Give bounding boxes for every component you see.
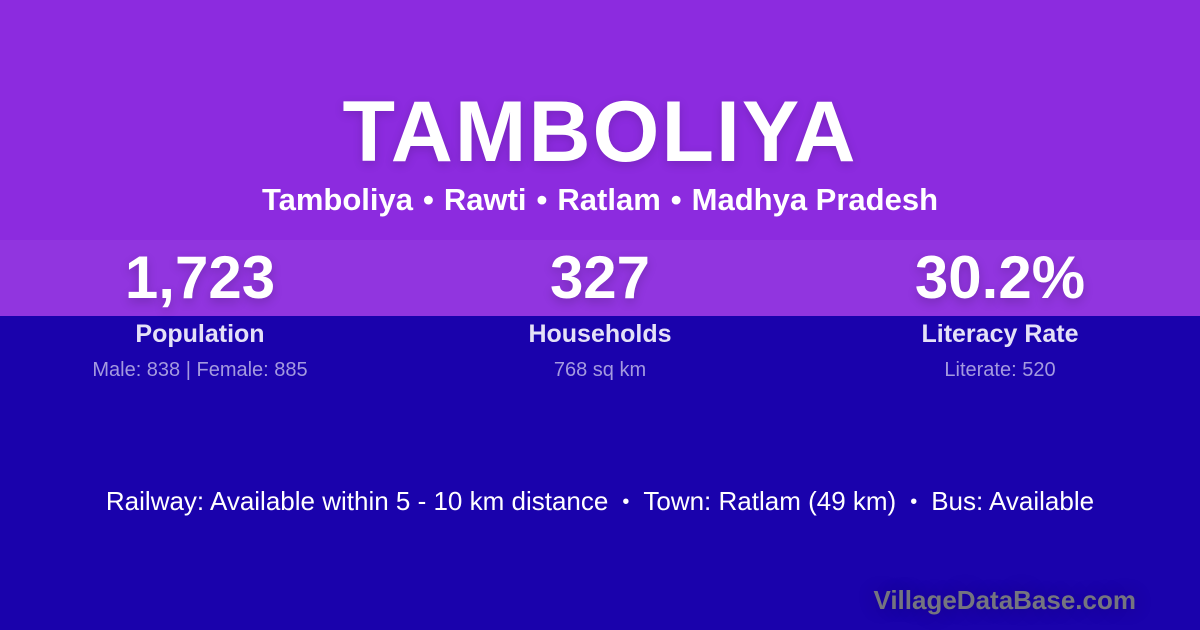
railway-info: Railway: Available within 5 - 10 km dist… [105,486,609,516]
info-separator: • [910,491,918,513]
breadcrumb-separator: • [423,182,434,217]
village-title: TAMBOLIYA [342,84,858,180]
literacy-label: Literacy Rate [921,320,1079,348]
breadcrumb: Tamboliya • Rawti • Ratlam • Madhya Pradesh [0,181,1200,219]
town-info: Town: Ratlam (49 km) [643,486,897,516]
population-value: 1,723 [124,244,276,311]
literacy-detail: Literate: 520 [944,359,1056,381]
households-value: 327 [549,244,651,311]
info-separator: • [622,491,630,513]
breadcrumb-separator: • [536,182,548,217]
breadcrumb-item-state: Madhya Pradesh [691,182,939,217]
transport-info: Railway: Available within 5 - 10 km dist… [0,485,1200,518]
breadcrumb-item-tehsil: Rawti [443,182,527,217]
bus-info: Bus: Available [931,486,1095,516]
site-watermark: VillageDataBase.com [873,585,1136,615]
breadcrumb-separator: • [670,182,682,217]
breadcrumb-item-village: Tamboliya [261,182,413,217]
stats-band-background [0,240,1200,316]
literacy-value: 30.2% [914,244,1086,311]
stat-households: 327 Households 768 sq km [400,240,800,380]
breadcrumb-item-district: Ratlam [557,182,661,217]
header-background [0,0,1200,240]
households-detail: 768 sq km [553,359,647,381]
stats-row: 1,723 Population Male: 838 | Female: 885… [0,240,1200,380]
population-detail: Male: 838 | Female: 885 [92,359,308,381]
stat-population: 1,723 Population Male: 838 | Female: 885 [0,240,400,380]
stat-literacy-rate: 30.2% Literacy Rate Literate: 520 [800,240,1200,380]
households-label: Households [528,320,672,348]
population-label: Population [135,320,265,348]
